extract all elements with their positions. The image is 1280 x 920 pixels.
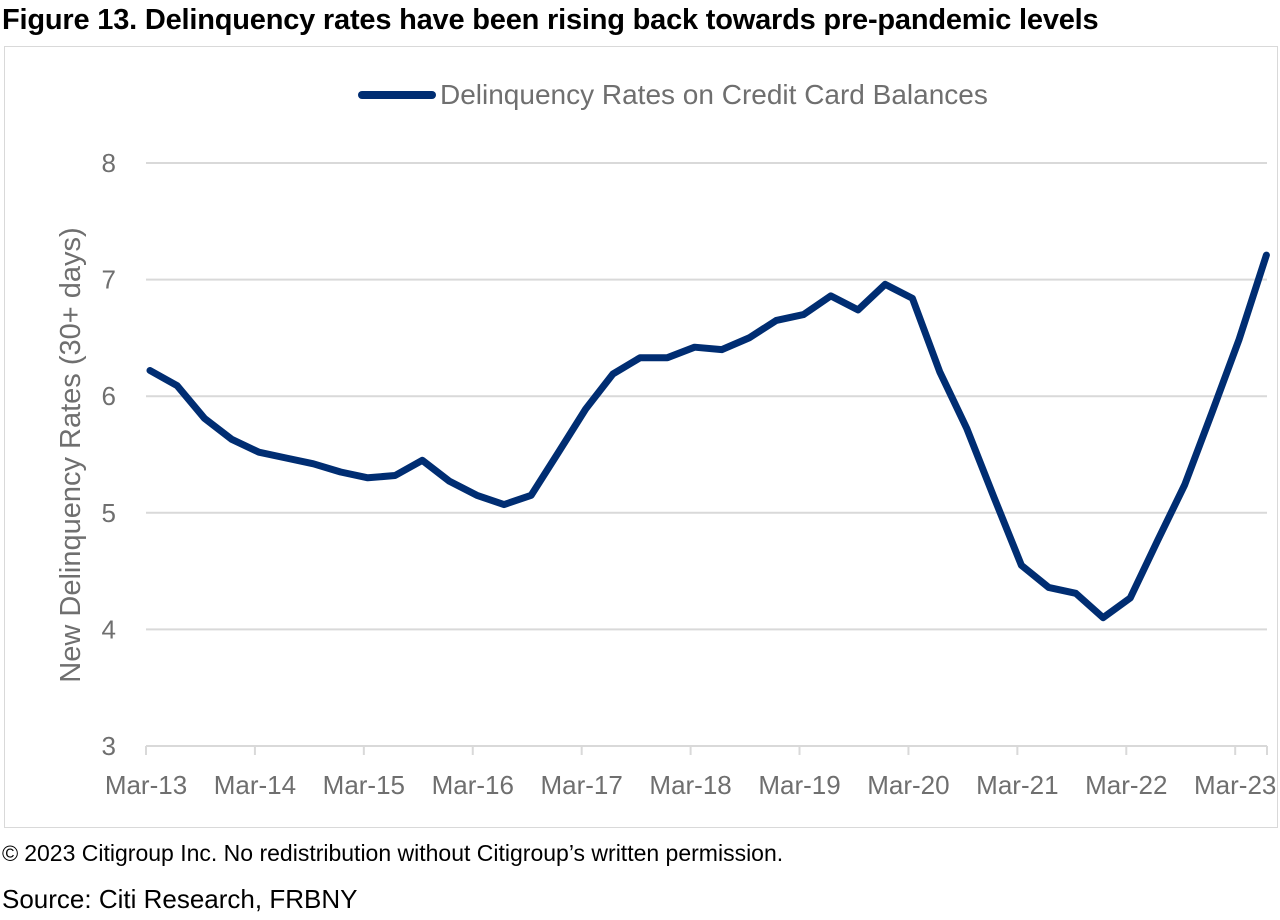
data-point (1075, 592, 1077, 594)
legend-label: Delinquency Rates on Credit Card Balance… (440, 79, 988, 110)
data-point (1157, 540, 1158, 542)
y-axis-title: New Delinquency Rates (30+ days) (55, 227, 87, 682)
data-point (449, 480, 450, 482)
data-point (558, 451, 559, 453)
source-note: Source: Citi Research, FRBNY (2, 884, 358, 914)
data-point (340, 471, 342, 473)
x-axis: Mar-13 Mar-14 Mar-15 Mar-16 Mar-17 Mar-18 Mar-… (105, 745, 1276, 800)
data-point (204, 417, 205, 419)
data-point (911, 297, 913, 299)
series-line (146, 251, 1270, 622)
data-point (1211, 412, 1213, 413)
data-point (149, 370, 151, 371)
x-tick-label: Mar-22 (1085, 770, 1167, 800)
data-point (1238, 338, 1240, 340)
y-tick-label: 3 (102, 731, 116, 761)
data-point (612, 373, 614, 375)
data-point (884, 283, 886, 285)
x-tick-label: Mar-16 (432, 770, 514, 800)
data-point (694, 346, 696, 348)
y-tick-label: 5 (102, 498, 116, 528)
copyright-symbol: © (2, 841, 19, 866)
x-tick-label: Mar-13 (105, 770, 187, 800)
x-tick-label: Mar-20 (867, 770, 949, 800)
x-tick-label: Mar-23 (1194, 770, 1276, 800)
data-point (585, 408, 587, 410)
data-point (1265, 254, 1267, 256)
data-point (176, 385, 178, 387)
data-point (1020, 564, 1022, 566)
data-point (1048, 586, 1050, 588)
data-point (666, 357, 668, 359)
x-tick-label: Mar-19 (758, 770, 840, 800)
y-tick-label: 6 (102, 381, 116, 411)
x-tick-label: Mar-14 (214, 770, 296, 800)
data-point (285, 457, 287, 459)
x-tick-label: Mar-18 (649, 770, 731, 800)
copyright-notice: © 2023 Citigroup Inc. No redistribution w… (2, 840, 783, 867)
data-point (857, 309, 859, 311)
data-point (1184, 484, 1186, 486)
data-point (639, 357, 641, 359)
data-point (530, 494, 532, 496)
copyright-text: 2023 Citigroup Inc. No redistribution wi… (24, 840, 784, 866)
data-point (1129, 597, 1131, 599)
y-axis: 3 4 5 6 7 8 (102, 148, 116, 761)
data-point (966, 428, 968, 430)
data-point (394, 475, 396, 476)
gridlines (146, 162, 1267, 631)
y-tick-label: 8 (102, 148, 116, 178)
data-point (775, 319, 777, 321)
x-tick-label: Mar-15 (323, 770, 405, 800)
data-point (503, 504, 505, 506)
data-point (1102, 617, 1104, 619)
series-layer (146, 251, 1270, 622)
data-point (721, 349, 723, 351)
x-tick-label: Mar-17 (541, 770, 623, 800)
data-point (367, 477, 369, 479)
data-point (993, 497, 995, 499)
data-point (803, 314, 804, 316)
data-point (421, 459, 423, 461)
data-point (231, 438, 233, 440)
data-point (748, 337, 750, 339)
legend: Delinquency Rates on Credit Card Balance… (358, 79, 988, 110)
y-tick-label: 7 (102, 265, 116, 295)
chart-frame (4, 46, 1278, 828)
data-point (830, 295, 832, 297)
data-point (476, 494, 478, 496)
data-point (312, 463, 314, 465)
x-tick-label: Mar-21 (976, 770, 1058, 800)
data-point (258, 451, 260, 453)
figure-title: Figure 13. Delinquency rates have been r… (2, 4, 1099, 36)
y-tick-label: 4 (102, 614, 116, 644)
data-point (939, 371, 941, 373)
